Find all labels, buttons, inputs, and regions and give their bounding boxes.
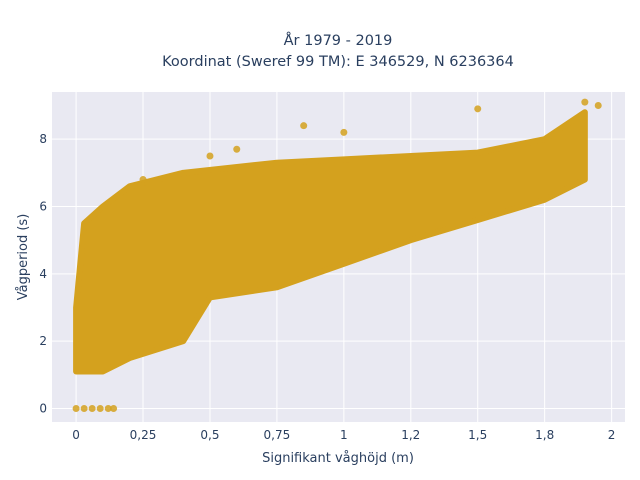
- data-point: [104, 405, 112, 413]
- data-point: [80, 405, 88, 413]
- data-point: [96, 405, 104, 413]
- x-axis-title: Signifikant våghöjd (m): [262, 451, 414, 466]
- data-points: [72, 98, 602, 413]
- x-tick-label: 0: [72, 428, 80, 442]
- point-cloud: [73, 109, 588, 375]
- data-point: [474, 105, 482, 113]
- data-point: [72, 405, 80, 413]
- data-point: [206, 152, 214, 160]
- x-tick-label: 1,8: [535, 428, 554, 442]
- data-point: [340, 128, 348, 136]
- x-tick-label: 0,5: [200, 428, 219, 442]
- chart-title-line-1: År 1979 - 2019: [284, 32, 393, 49]
- y-tick-labels: 0 2 4 6 8: [39, 132, 47, 415]
- y-tick-label: 6: [39, 199, 47, 213]
- x-tick-label: 0,25: [130, 428, 157, 442]
- x-tick-label: 0,75: [264, 428, 291, 442]
- data-point: [139, 176, 147, 184]
- y-tick-label: 4: [39, 267, 47, 281]
- data-point: [581, 98, 589, 106]
- data-point: [594, 101, 602, 109]
- chart-title-line-2: Koordinat (Sweref 99 TM): E 346529, N 62…: [162, 54, 514, 70]
- data-point: [233, 145, 241, 153]
- data-point: [110, 405, 118, 413]
- y-tick-label: 0: [39, 402, 47, 416]
- x-tick-label: 1,2: [401, 428, 420, 442]
- data-point: [300, 122, 308, 130]
- x-tick-label: 1: [340, 428, 348, 442]
- y-axis-title: Vågperiod (s): [16, 214, 31, 301]
- x-tick-label: 1,5: [468, 428, 487, 442]
- x-tick-label: 2: [608, 428, 616, 442]
- y-tick-label: 8: [39, 132, 47, 146]
- y-tick-label: 2: [39, 334, 47, 348]
- data-point: [88, 405, 96, 413]
- x-tick-labels: 0 0,25 0,5 0,75 1 1,2 1,5 1,8 2: [72, 428, 615, 442]
